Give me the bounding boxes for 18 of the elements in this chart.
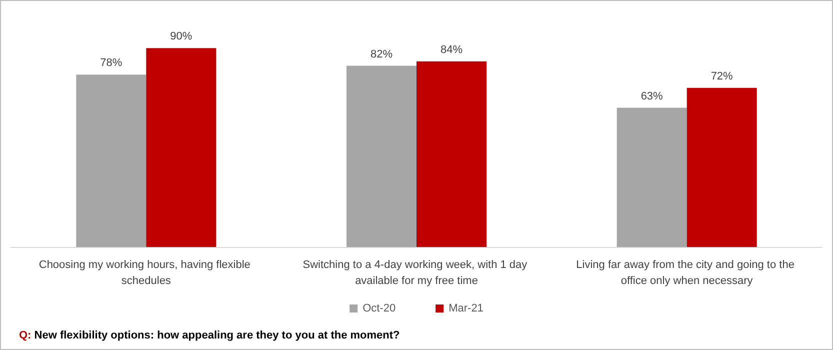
x-tick-label: Choosing my working hours, having flexible schedules: [38, 259, 254, 287]
x-tick-label: Switching to a 4-day working week, with 1 day available for my free time: [302, 259, 530, 287]
text: Q: New flexibility options: how appealing are they to you at the moment?: [19, 330, 400, 342]
bar: [346, 66, 416, 247]
data-label: 78%: [100, 57, 122, 70]
legend-label: Mar-21: [448, 302, 484, 314]
data-label: 63%: [640, 90, 664, 102]
data-label: 84%: [440, 44, 463, 56]
data-label: 90%: [170, 30, 192, 43]
legend-label: Oct-20: [362, 302, 396, 314]
bar: [416, 61, 486, 247]
data-label: 72%: [710, 70, 734, 82]
bar: [616, 108, 687, 247]
bar: [686, 88, 757, 247]
bar: [76, 74, 146, 247]
x-tick-label: Living far away from the city and going to the office only when necessary: [576, 259, 798, 287]
data-label: 82%: [370, 48, 393, 60]
bar: [146, 48, 216, 247]
